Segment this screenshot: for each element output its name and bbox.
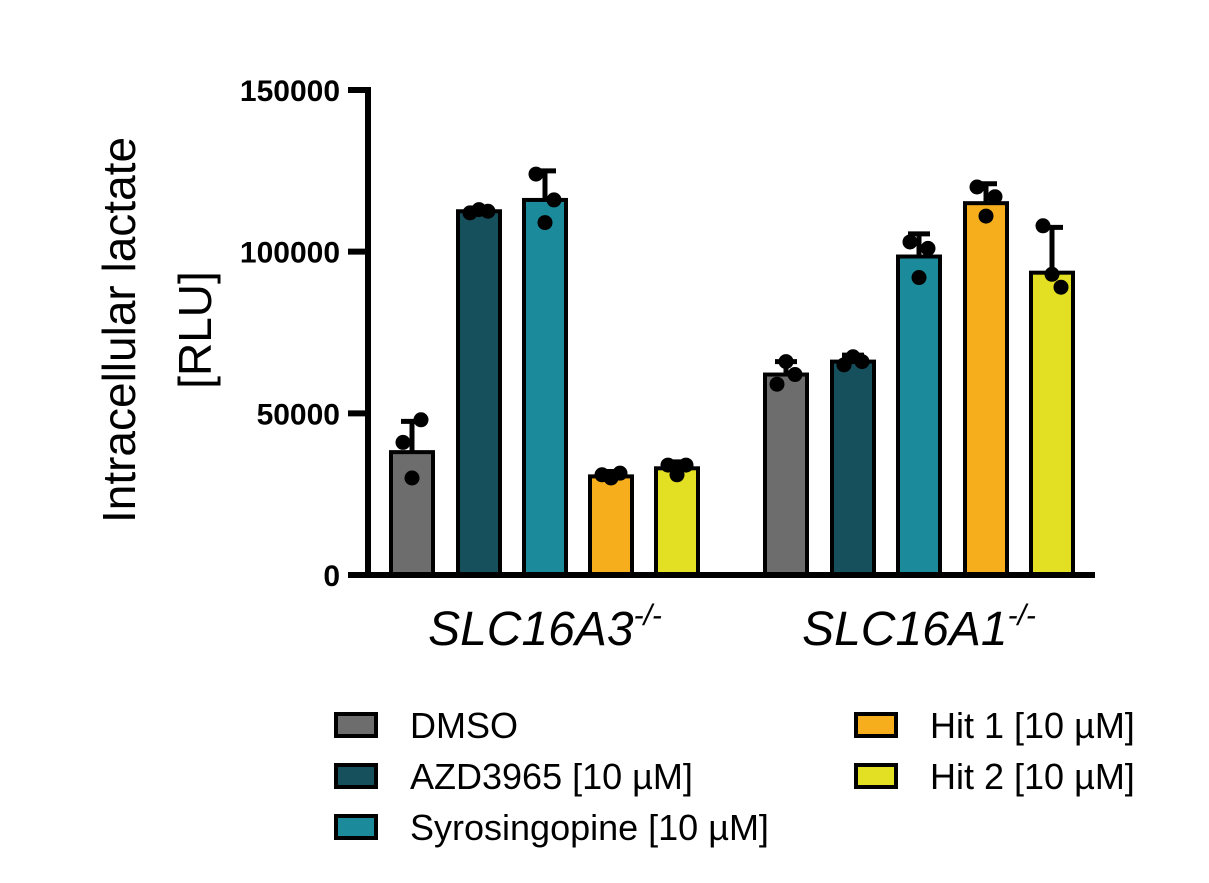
points-layer [395, 166, 1069, 486]
group-label: SLC16A3-/- [428, 599, 662, 656]
y-axis-title-line-1: Intracellular lactate [93, 137, 145, 523]
data-point [404, 470, 420, 486]
data-point [1053, 279, 1069, 295]
legend-item: Hit 2 [10 µM] [854, 756, 1135, 797]
group-label: SLC16A1-/- [802, 599, 1036, 656]
data-point [920, 240, 936, 256]
legend-swatch [854, 763, 898, 789]
data-point [669, 467, 685, 483]
y-tick-label: 50000 [257, 398, 340, 431]
data-point [911, 270, 927, 286]
y-tick-label: 100000 [240, 237, 340, 270]
legend-label: Hit 1 [10 µM] [930, 705, 1135, 746]
legend-item: AZD3965 [10 µM] [334, 756, 693, 797]
data-point [854, 354, 870, 370]
data-point [612, 465, 628, 481]
y-tick-label: 150000 [240, 75, 340, 108]
bars-layer [389, 197, 1075, 578]
y-axis-label: Intracellular lactate [RLU] [93, 137, 221, 523]
data-point [1044, 266, 1060, 282]
data-point [537, 215, 553, 231]
data-point [678, 457, 694, 473]
legend-label: DMSO [410, 705, 518, 746]
bar [830, 359, 876, 577]
bar [763, 372, 809, 577]
data-point [787, 367, 803, 383]
bar [654, 466, 700, 577]
legend-label: Hit 2 [10 µM] [930, 756, 1135, 797]
data-point [902, 234, 918, 250]
y-axis-title-line-2: [RLU] [169, 271, 221, 389]
legend-swatch [334, 814, 378, 840]
legend-label: AZD3965 [10 µM] [410, 756, 693, 797]
legend: DMSO AZD3965 [10 µM] Syrosingopine [10 µM]… [334, 705, 1135, 848]
data-point [660, 457, 676, 473]
bar [896, 254, 942, 577]
data-point [987, 189, 1003, 205]
bar [963, 201, 1009, 578]
data-point [546, 192, 562, 208]
data-point [978, 208, 994, 224]
bar [456, 209, 502, 577]
legend-item: Syrosingopine [10 µM] [334, 807, 769, 848]
axes-layer [365, 87, 1095, 578]
group-labels-layer: SLC16A3-/- SLC16A1-/- [428, 599, 1036, 656]
y-ticks-layer: 0 50000 100000 150000 [240, 75, 368, 593]
bar [522, 197, 568, 578]
data-point [528, 166, 544, 182]
data-point [1035, 218, 1051, 234]
legend-swatch [854, 712, 898, 738]
data-point [480, 203, 496, 219]
data-point [413, 412, 429, 428]
legend-swatch [334, 712, 378, 738]
data-point [395, 434, 411, 450]
legend-swatch [334, 763, 378, 789]
legend-item: Hit 1 [10 µM] [854, 705, 1135, 746]
data-point [778, 354, 794, 370]
legend-item: DMSO [334, 705, 518, 746]
data-point [969, 179, 985, 195]
bar [588, 474, 634, 577]
y-tick-label: 0 [323, 560, 340, 593]
legend-label: Syrosingopine [10 µM] [410, 807, 769, 848]
data-point [769, 376, 785, 392]
bar [1029, 270, 1075, 577]
